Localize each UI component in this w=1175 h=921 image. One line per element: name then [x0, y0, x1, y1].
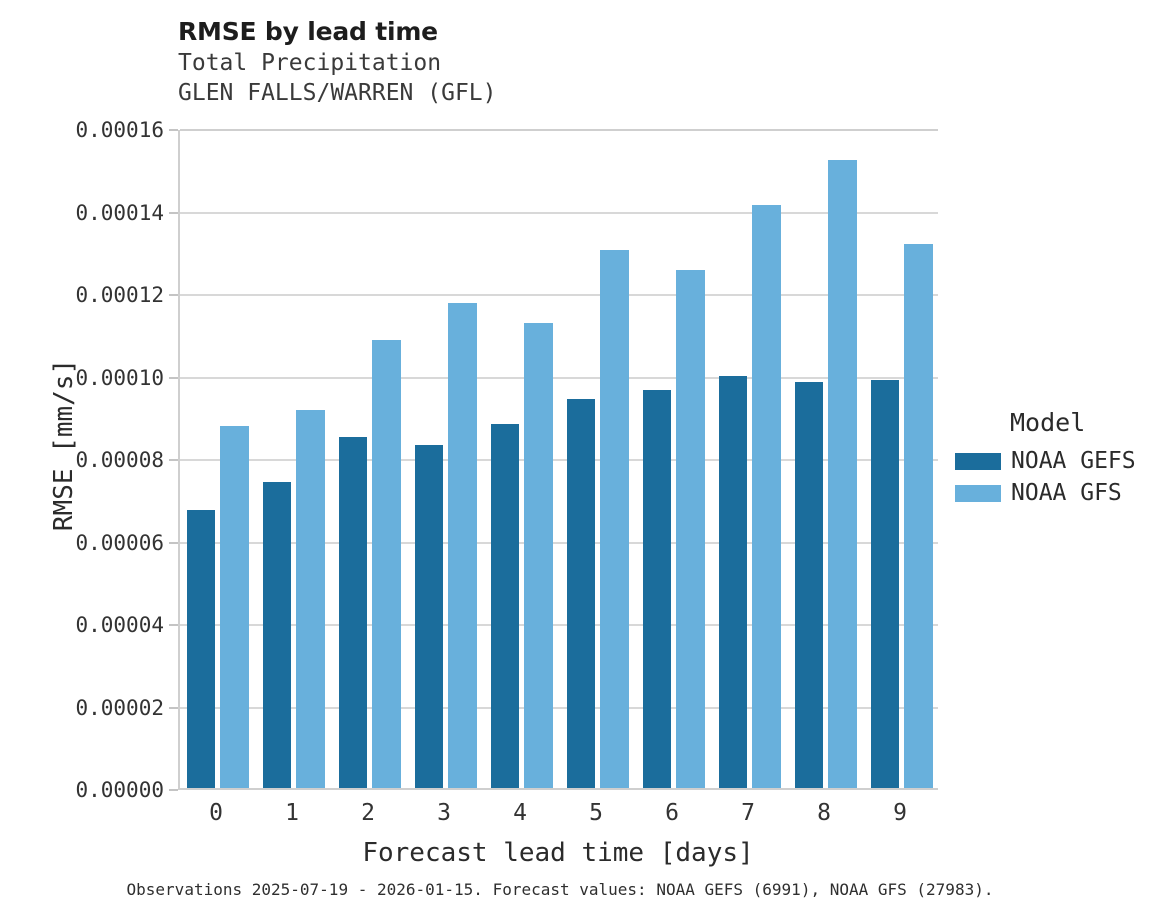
bar-gefs-lead-1[interactable] — [262, 481, 292, 788]
y-tick-label: 0.00012 — [75, 283, 164, 307]
plot-area — [178, 129, 938, 790]
x-tick-label: 3 — [437, 800, 451, 826]
bar-gfs-lead-4[interactable] — [524, 323, 554, 788]
y-tick-mark — [169, 541, 178, 544]
legend: Model NOAA GEFS NOAA GFS — [955, 408, 1170, 509]
gridline — [180, 706, 938, 709]
y-tick-mark — [169, 129, 178, 131]
bar-gfs-lead-3[interactable] — [448, 302, 478, 788]
page-title: RMSE by lead time — [178, 17, 438, 46]
bar-group — [262, 130, 326, 788]
x-tick-label: 6 — [665, 800, 679, 826]
legend-item-gfs[interactable]: NOAA GFS — [955, 477, 1170, 509]
x-tick-label: 5 — [589, 800, 603, 826]
y-tick-label: 0.00004 — [75, 613, 164, 637]
bar-group — [490, 130, 554, 788]
y-tick-mark — [169, 376, 178, 379]
legend-swatch-icon — [955, 452, 1001, 470]
y-tick-label: 0.00000 — [75, 778, 164, 802]
bar-gfs-lead-5[interactable] — [600, 250, 630, 788]
x-tick-label: 1 — [285, 800, 299, 826]
bar-gfs-lead-7[interactable] — [752, 205, 782, 788]
chart-subtitle-variable: Total Precipitation — [178, 50, 442, 76]
y-tick-label: 0.00002 — [75, 695, 164, 720]
bar-gfs-lead-0[interactable] — [220, 425, 250, 788]
x-tick-label: 0 — [209, 800, 223, 826]
gridline — [180, 459, 938, 461]
y-tick-label: 0.00006 — [75, 530, 164, 555]
bar-gefs-lead-6[interactable] — [642, 390, 672, 788]
y-tick-mark — [169, 624, 178, 626]
bar-gefs-lead-9[interactable] — [870, 380, 900, 788]
x-tick-label: 9 — [893, 800, 907, 826]
x-tick-label: 4 — [513, 800, 527, 826]
bar-group — [718, 130, 782, 788]
legend-item-label: NOAA GFS — [1011, 480, 1122, 506]
y-tick-label: 0.00014 — [75, 200, 164, 225]
bar-gfs-lead-9[interactable] — [904, 243, 934, 788]
bar-group — [870, 130, 934, 788]
bar-gefs-lead-2[interactable] — [338, 436, 368, 788]
x-tick-label: 2 — [361, 800, 375, 826]
legend-swatch-icon — [955, 484, 1001, 502]
gridline — [180, 376, 938, 379]
gridline — [180, 129, 938, 131]
legend-item-label: NOAA GEFS — [1011, 448, 1136, 474]
bar-gfs-lead-8[interactable] — [828, 159, 858, 788]
chart-header: RMSE by lead time Total Precipitation GL… — [178, 16, 958, 108]
y-tick-label: 0.00016 — [75, 118, 164, 142]
y-tick-label: 0.00008 — [75, 448, 164, 472]
gridline — [180, 624, 938, 626]
y-tick-mark — [169, 294, 178, 296]
y-axis: 0.00000 0.00002 0.00004 0.00006 0.00008 0.000… — [0, 118, 178, 802]
y-axis-title: RMSE [mm/s] — [49, 358, 79, 532]
bar-group — [338, 130, 402, 788]
bar-group — [642, 130, 706, 788]
gridline — [180, 541, 938, 544]
legend-item-gefs[interactable]: NOAA GEFS — [955, 445, 1170, 477]
gridline — [180, 294, 938, 296]
gridline — [180, 211, 938, 214]
bar-group — [186, 130, 250, 788]
x-axis: 0 1 2 3 4 5 6 7 8 9 — [178, 792, 938, 832]
y-tick-mark — [169, 789, 178, 791]
y-tick-mark — [169, 706, 178, 709]
bar-group — [794, 130, 858, 788]
x-axis-title: Forecast lead time [days] — [362, 838, 754, 868]
bar-gfs-lead-6[interactable] — [676, 270, 706, 788]
chart-subtitle-station: GLEN FALLS/WARREN (GFL) — [178, 80, 497, 106]
x-tick-label: 7 — [741, 800, 755, 826]
bar-gefs-lead-8[interactable] — [794, 381, 824, 788]
legend-entries: NOAA GEFS NOAA GFS — [955, 445, 1170, 509]
bar-group — [566, 130, 630, 788]
bar-gefs-lead-4[interactable] — [490, 423, 520, 788]
y-tick-label: 0.00010 — [75, 365, 164, 390]
y-tick-mark — [169, 211, 178, 214]
legend-title: Model — [1010, 408, 1086, 437]
footer-note: Observations 2025-07-19 - 2026-01-15. Fo… — [126, 880, 994, 899]
bar-group — [414, 130, 478, 788]
bar-gfs-lead-1[interactable] — [296, 409, 326, 788]
bars-layer — [180, 130, 938, 788]
bar-gefs-lead-3[interactable] — [414, 444, 444, 788]
bar-gfs-lead-2[interactable] — [372, 339, 402, 788]
plot-frame — [178, 129, 938, 790]
bar-gefs-lead-0[interactable] — [186, 509, 216, 788]
bar-gefs-lead-5[interactable] — [566, 399, 596, 788]
x-tick-label: 8 — [817, 800, 831, 826]
bar-gefs-lead-7[interactable] — [718, 375, 748, 788]
y-tick-mark — [169, 459, 178, 461]
